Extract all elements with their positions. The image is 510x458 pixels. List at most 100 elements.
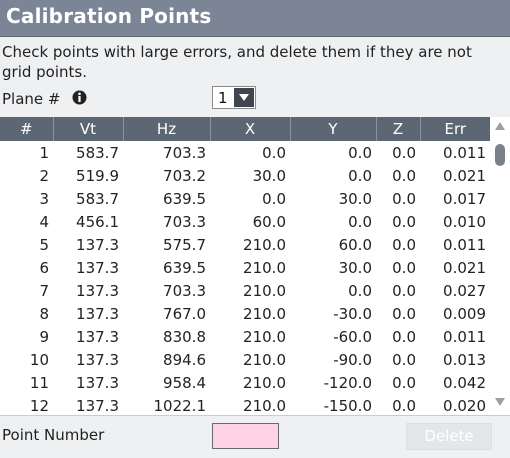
- table-row[interactable]: 3 583.7 639.5 0.0 30.0 0.0 0.017: [0, 187, 490, 210]
- table-cell: 4: [39, 212, 49, 231]
- table-cell: 10: [29, 350, 49, 369]
- table-cell: 0.011: [443, 235, 486, 254]
- table-cell: 456.1: [76, 212, 119, 231]
- table-cell: 210.0: [243, 235, 286, 254]
- table-cell: 0.0: [392, 373, 416, 392]
- table-cell: 0.009: [443, 304, 486, 323]
- scroll-up-arrow-icon[interactable]: [494, 121, 506, 131]
- table-cell: -60.0: [333, 327, 372, 346]
- table-cell: 210.0: [243, 258, 286, 277]
- table-cell: 137.3: [76, 327, 119, 346]
- table-cell: 0.0: [392, 258, 416, 277]
- table-cell: 0.0: [262, 143, 286, 162]
- chevron-down-icon[interactable]: [234, 88, 254, 107]
- table-cell: 210.0: [243, 281, 286, 300]
- calibration-table-container: # Vt Hz X Y Z Err 1 583.7 703.3 0.0 0.0 0.0 0.011 2 51…: [0, 117, 510, 415]
- plane-label: Plane #: [2, 90, 61, 108]
- table-cell: 9: [39, 327, 49, 346]
- table-cell: 0.0: [348, 281, 372, 300]
- column-header[interactable]: Hz: [123, 117, 211, 141]
- scrollbar-thumb[interactable]: [495, 144, 505, 166]
- table-cell: 5: [39, 235, 49, 254]
- table-cell: 0.021: [443, 166, 486, 185]
- table-cell: 137.3: [76, 350, 119, 369]
- table-cell: 0.0: [348, 212, 372, 231]
- table-row[interactable]: 7 137.3 703.3 210.0 0.0 0.0 0.027: [0, 279, 490, 302]
- table-row[interactable]: 9 137.3 830.8 210.0 -60.0 0.0 0.011: [0, 325, 490, 348]
- table-cell: 0.0: [392, 304, 416, 323]
- table-cell: 7: [39, 281, 49, 300]
- table-cell: 1: [39, 143, 49, 162]
- table-cell: 703.2: [163, 166, 206, 185]
- table-cell: 137.3: [76, 235, 119, 254]
- table-cell: 0.0: [392, 350, 416, 369]
- table-cell: 703.3: [163, 212, 206, 231]
- table-cell: 583.7: [76, 189, 119, 208]
- table-cell: 8: [39, 304, 49, 323]
- table-row[interactable]: 1 583.7 703.3 0.0 0.0 0.0 0.011: [0, 141, 490, 164]
- table-cell: 137.3: [76, 304, 119, 323]
- table-cell: 583.7: [76, 143, 119, 162]
- title-bar: Calibration Points: [0, 0, 510, 37]
- table-row[interactable]: 2 519.9 703.2 30.0 0.0 0.0 0.021: [0, 164, 490, 187]
- column-header[interactable]: Z: [376, 117, 421, 141]
- info-icon[interactable]: [72, 90, 87, 105]
- table-cell: 6: [39, 258, 49, 277]
- table-cell: 210.0: [243, 327, 286, 346]
- table-cell: 137.3: [76, 373, 119, 392]
- table-row[interactable]: 6 137.3 639.5 210.0 30.0 0.0 0.021: [0, 256, 490, 279]
- table-cell: 30.0: [252, 166, 286, 185]
- table-scrollbar[interactable]: [490, 117, 510, 415]
- table-cell: 60.0: [338, 235, 372, 254]
- table-cell: 958.4: [163, 373, 206, 392]
- table-cell: 0.0: [348, 166, 372, 185]
- table-cell: 639.5: [163, 258, 206, 277]
- table-row[interactable]: 10 137.3 894.6 210.0 -90.0 0.0 0.013: [0, 348, 490, 371]
- table-row[interactable]: 8 137.3 767.0 210.0 -30.0 0.0 0.009: [0, 302, 490, 325]
- table-cell: 210.0: [243, 304, 286, 323]
- table-cell: 210.0: [243, 373, 286, 392]
- table-cell: 0.0: [262, 189, 286, 208]
- table-cell: 11: [29, 373, 49, 392]
- delete-button[interactable]: Delete: [406, 423, 492, 450]
- table-cell: 575.7: [163, 235, 206, 254]
- table-cell: -90.0: [333, 350, 372, 369]
- column-header[interactable]: Vt: [53, 117, 124, 141]
- table-cell: 0.010: [443, 212, 486, 231]
- column-header[interactable]: Err: [420, 117, 490, 141]
- table-cell: 137.3: [76, 258, 119, 277]
- table-cell: 0.042: [443, 373, 486, 392]
- table-cell: 0.0: [392, 396, 416, 415]
- table-cell: -120.0: [323, 373, 372, 392]
- plane-select[interactable]: 1: [212, 86, 256, 109]
- table-row[interactable]: 5 137.3 575.7 210.0 60.0 0.0 0.011: [0, 233, 490, 256]
- table-cell: 0.0: [392, 143, 416, 162]
- table-row[interactable]: 12 137.3 1022.1 210.0 -150.0 0.0 0.020: [0, 394, 490, 415]
- instructions-text: Check points with large errors, and dele…: [2, 43, 472, 81]
- column-header[interactable]: Y: [290, 117, 377, 141]
- table-cell: 0.013: [443, 350, 486, 369]
- table-cell: -150.0: [323, 396, 372, 415]
- table-cell: 0.017: [443, 189, 486, 208]
- plane-select-value: 1: [218, 89, 228, 107]
- column-header[interactable]: #: [0, 117, 54, 141]
- table-cell: 0.0: [392, 166, 416, 185]
- table-cell: 0.0: [392, 327, 416, 346]
- point-number-input[interactable]: [212, 423, 279, 449]
- table-cell: 1022.1: [153, 396, 207, 415]
- table-cell: 519.9: [76, 166, 119, 185]
- table-cell: 0.011: [443, 143, 486, 162]
- calibration-table: # Vt Hz X Y Z Err 1 583.7 703.3 0.0 0.0 0.0 0.011 2 51…: [0, 117, 490, 415]
- table-cell: -30.0: [333, 304, 372, 323]
- table-cell: 0.0: [392, 212, 416, 231]
- table-cell: 0.027: [443, 281, 486, 300]
- column-header[interactable]: X: [210, 117, 291, 141]
- table-cell: 30.0: [338, 189, 372, 208]
- table-cell: 0.0: [392, 281, 416, 300]
- scroll-down-arrow-icon[interactable]: [494, 397, 506, 407]
- table-cell: 2: [39, 166, 49, 185]
- table-row[interactable]: 4 456.1 703.3 60.0 0.0 0.0 0.010: [0, 210, 490, 233]
- table-row[interactable]: 11 137.3 958.4 210.0 -120.0 0.0 0.042: [0, 371, 490, 394]
- table-cell: 12: [29, 396, 49, 415]
- table-cell: 30.0: [338, 258, 372, 277]
